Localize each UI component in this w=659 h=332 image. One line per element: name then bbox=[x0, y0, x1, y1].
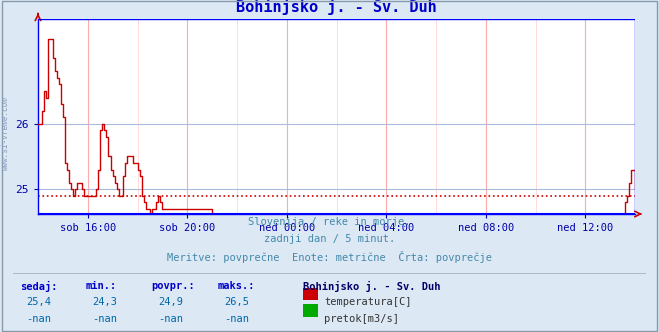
Text: 25,4: 25,4 bbox=[26, 297, 51, 307]
Text: pretok[m3/s]: pretok[m3/s] bbox=[324, 314, 399, 324]
Text: 24,3: 24,3 bbox=[92, 297, 117, 307]
Text: min.:: min.: bbox=[86, 281, 117, 290]
Text: sedaj:: sedaj: bbox=[20, 281, 57, 291]
Text: -nan: -nan bbox=[158, 314, 183, 324]
Text: povpr.:: povpr.: bbox=[152, 281, 195, 290]
Text: -nan: -nan bbox=[224, 314, 249, 324]
Text: maks.:: maks.: bbox=[217, 281, 255, 290]
Text: Slovenija / reke in morje.: Slovenija / reke in morje. bbox=[248, 217, 411, 227]
Text: -nan: -nan bbox=[26, 314, 51, 324]
Text: Bohinjsko j. - Sv. Duh: Bohinjsko j. - Sv. Duh bbox=[303, 281, 441, 291]
Title: Bohinjsko j. - Sv. Duh: Bohinjsko j. - Sv. Duh bbox=[236, 0, 437, 15]
Text: zadnji dan / 5 minut.: zadnji dan / 5 minut. bbox=[264, 234, 395, 244]
Text: Meritve: povprečne  Enote: metrične  Črta: povprečje: Meritve: povprečne Enote: metrične Črta:… bbox=[167, 251, 492, 263]
Text: temperatura[C]: temperatura[C] bbox=[324, 297, 412, 307]
Text: -nan: -nan bbox=[92, 314, 117, 324]
Text: 26,5: 26,5 bbox=[224, 297, 249, 307]
Text: www.si-vreme.com: www.si-vreme.com bbox=[1, 96, 10, 170]
Text: 24,9: 24,9 bbox=[158, 297, 183, 307]
